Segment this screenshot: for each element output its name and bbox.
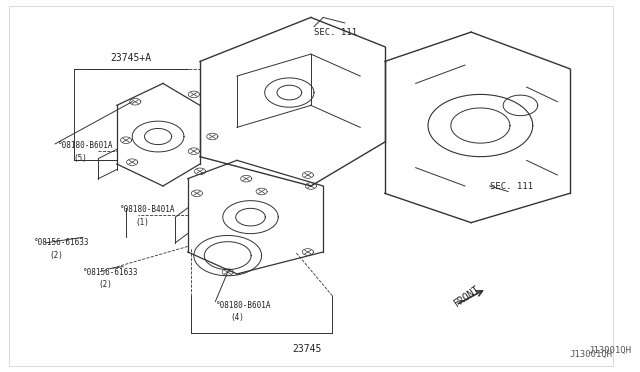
Text: °08180-B401A: °08180-B401A: [120, 205, 175, 214]
Text: SEC. 111: SEC. 111: [314, 28, 357, 36]
Text: °08180-B601A: °08180-B601A: [216, 301, 271, 310]
Text: (1): (1): [135, 218, 149, 227]
Text: 23745+A: 23745+A: [111, 53, 152, 63]
Text: °08156-61633: °08156-61633: [33, 238, 89, 247]
Text: J13001QH: J13001QH: [588, 346, 631, 355]
Text: °08156-61633: °08156-61633: [83, 267, 138, 277]
Text: SEC. 111: SEC. 111: [490, 182, 532, 190]
Text: (2): (2): [99, 280, 112, 289]
Text: FRONT: FRONT: [452, 283, 483, 308]
Text: (4): (4): [231, 314, 244, 323]
Text: 23745: 23745: [292, 344, 322, 354]
Text: °08180-B601A: °08180-B601A: [58, 141, 114, 150]
Text: (5): (5): [74, 154, 88, 163]
Text: (2): (2): [49, 251, 63, 260]
Text: J13001QH: J13001QH: [570, 350, 613, 359]
